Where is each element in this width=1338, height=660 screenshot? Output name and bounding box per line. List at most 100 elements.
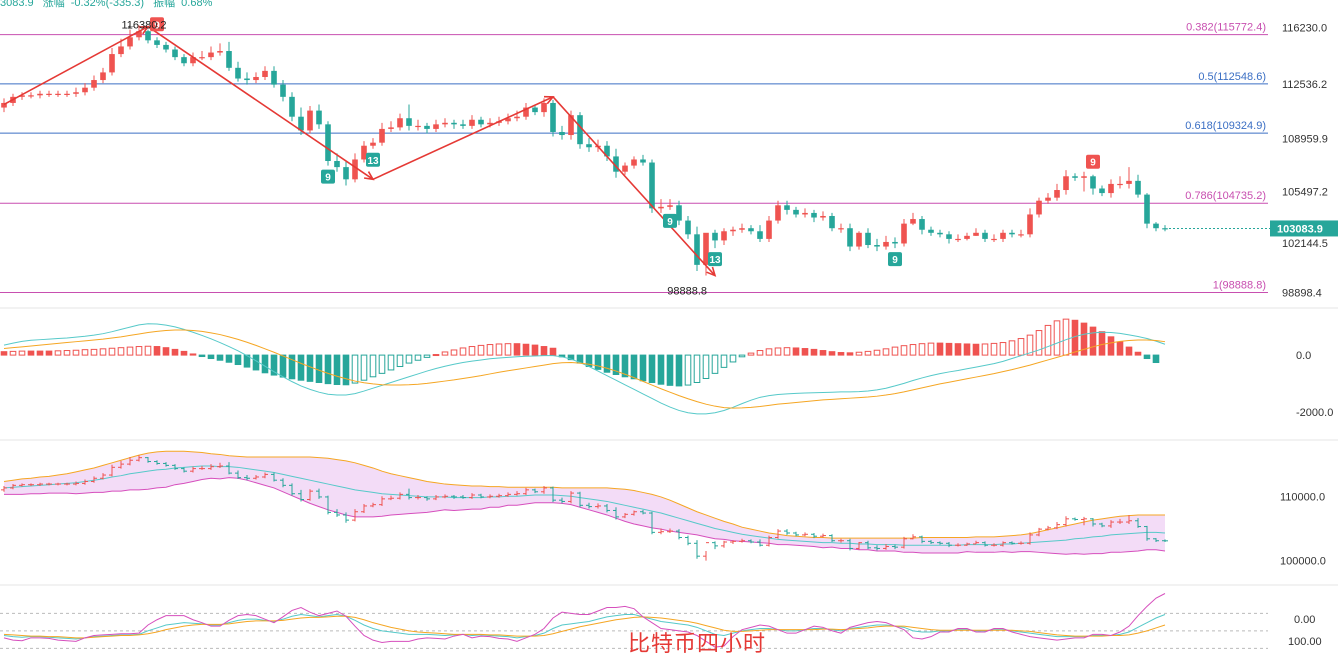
macd-bar [774, 347, 782, 356]
macd-bar [45, 350, 53, 356]
macd-bar [1107, 336, 1115, 356]
boll-upper-line [3, 450, 1165, 539]
macd-bar [207, 354, 215, 360]
candle-body [919, 219, 925, 230]
macd-bar [405, 354, 413, 364]
macd-bar [360, 354, 368, 381]
candle-body [100, 72, 106, 81]
candle-body [829, 215, 835, 229]
macd-bar [810, 348, 818, 356]
td-marker-label: 13 [709, 255, 721, 266]
macd-bar [495, 343, 503, 356]
candle-body [766, 220, 772, 239]
candle-body [631, 159, 637, 166]
macd-bar [1080, 322, 1088, 356]
macd-bar [702, 354, 710, 379]
candle-body [514, 116, 520, 119]
candle-body [982, 232, 988, 239]
td-marker-label: 9 [667, 217, 673, 228]
candle-body [64, 93, 70, 95]
macd-bar [468, 346, 476, 356]
macd-bar [603, 354, 611, 373]
macd-bar [504, 343, 512, 356]
kdj-k-line [3, 613, 1166, 640]
candle-body [856, 232, 862, 247]
macd-bar [198, 354, 206, 358]
macd-bar [99, 348, 107, 356]
y-axis-labels: 103083.9 116230.0 112536.2 108959.9 105497.2… [1169, 23, 1338, 648]
macd-bar [1026, 334, 1034, 356]
candle-body [1126, 180, 1132, 184]
last-price-label: 103083.9 [1277, 223, 1323, 235]
macd-bar [459, 347, 467, 356]
macd-bar [1053, 320, 1061, 356]
macd-bar [333, 354, 341, 385]
candle-body [532, 107, 538, 113]
candle-body [37, 93, 43, 96]
macd-bar [999, 342, 1007, 356]
candle-body [55, 93, 61, 95]
macd-bar [639, 354, 647, 382]
macd-bar [36, 350, 44, 356]
candle-body [613, 156, 619, 172]
macd-bar [1017, 338, 1025, 356]
candle-body [1000, 232, 1006, 239]
td-marker-label: 9 [154, 20, 160, 31]
candle-body [964, 235, 970, 239]
boll-mid-line [3, 465, 1166, 546]
fib-label-2: 0.618(109324.9) [1185, 120, 1266, 132]
price-axis-label: 105497.2 [1282, 187, 1328, 199]
low-annotation: 98888.8 [667, 286, 707, 298]
td-markers: 9 9 13 9 13 9 9 [150, 17, 1100, 266]
candle-body [604, 145, 610, 157]
candle-body [289, 96, 295, 117]
macd-bar [882, 348, 890, 356]
macd-bar [1152, 354, 1160, 364]
macd-dea-line [3, 329, 1166, 409]
candle-body [577, 115, 583, 145]
macd-bar [1125, 346, 1133, 356]
candle-body [541, 102, 547, 113]
td-marker-box [321, 169, 335, 184]
candle-body [1108, 183, 1114, 194]
header-price: 3083.9 [0, 0, 34, 9]
td-marker-label: 9 [892, 255, 898, 266]
kdj-d-line [3, 615, 1166, 639]
macd-bar [855, 351, 863, 356]
macd-bar [54, 350, 62, 356]
header-stats: 3083.9 涨幅 -0.32%(-335.3) 振幅 0.68% [0, 0, 218, 10]
macd-bar [549, 347, 557, 356]
macd-bar [675, 354, 683, 387]
candle-body [991, 238, 997, 241]
macd-bar [288, 354, 296, 380]
candle-body [127, 37, 133, 47]
candle-body [388, 127, 394, 129]
candle-body [973, 232, 979, 236]
fib-label-4: 1(98888.8) [1213, 280, 1266, 292]
candle-body [172, 49, 178, 58]
trend-arrow-2 [372, 96, 554, 181]
candle-body [1090, 176, 1096, 189]
candle-body [1063, 176, 1069, 191]
candle-body [505, 118, 511, 122]
macd-bar [1089, 326, 1097, 356]
candle-body [343, 167, 349, 180]
macd-bar [441, 351, 449, 356]
macd-bar [1035, 330, 1043, 356]
macd-bar [162, 347, 170, 356]
macd-bar [297, 354, 305, 381]
macd-bar [63, 350, 71, 356]
candle-body [586, 144, 592, 148]
macd-bar [909, 344, 917, 356]
candle-body [199, 57, 205, 59]
candle-body [262, 70, 268, 77]
candle-body [1009, 232, 1015, 235]
high-annotation: 116380.2 [121, 19, 166, 31]
kdj-lines [0, 593, 1268, 649]
td-marker-label: 9 [1090, 158, 1096, 169]
macd-bar [936, 342, 944, 356]
macd-bar [171, 348, 179, 356]
candle-body [748, 228, 754, 232]
macd-bar [873, 349, 881, 356]
price-annotations: 116380.2← 98888.8 [121, 19, 707, 297]
